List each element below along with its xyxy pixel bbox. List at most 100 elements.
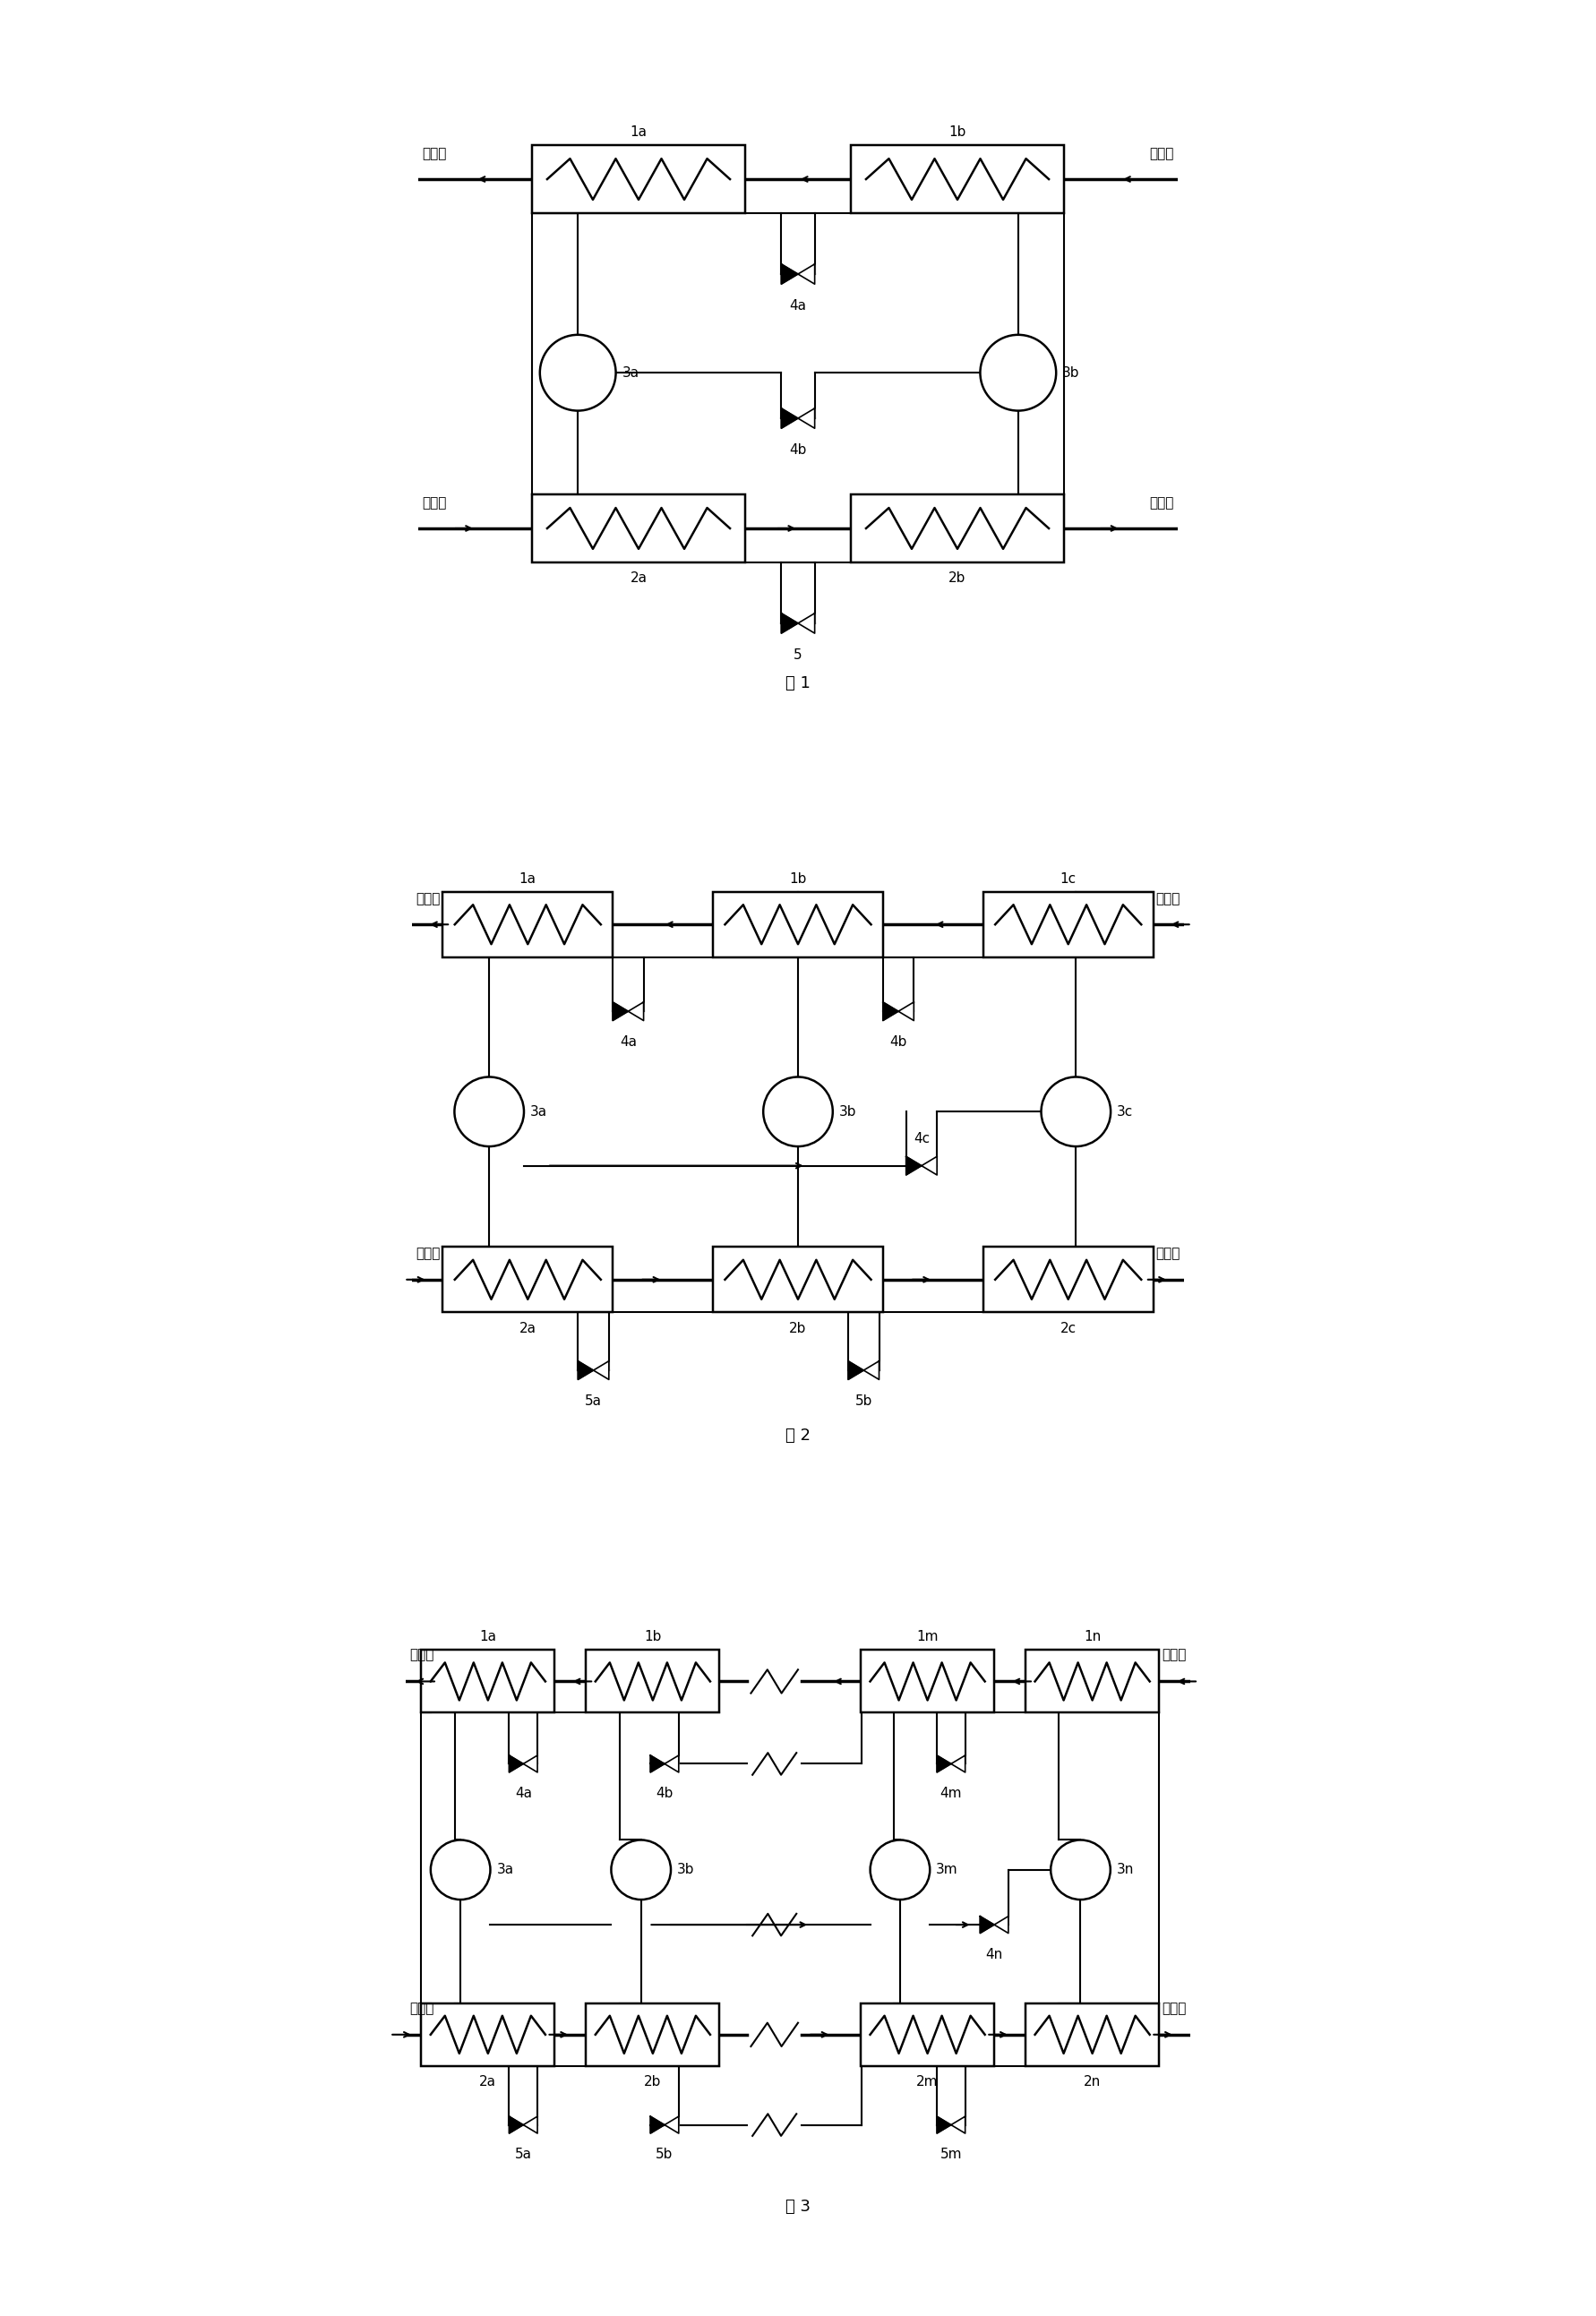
Circle shape (980, 336, 1057, 410)
Text: 2b: 2b (790, 1322, 806, 1334)
Bar (442, 1246, 613, 1313)
Bar (1026, 1649, 1159, 1714)
Text: 1b: 1b (948, 125, 966, 139)
Bar (860, 2003, 994, 2066)
Bar (442, 892, 613, 957)
Text: 4b: 4b (790, 442, 806, 456)
Polygon shape (980, 1915, 994, 1934)
Text: 1a: 1a (479, 1630, 496, 1644)
Polygon shape (523, 2117, 538, 2133)
Polygon shape (863, 1362, 879, 1380)
Text: 3b: 3b (677, 1862, 694, 1876)
Text: 冷水出: 冷水出 (1149, 496, 1173, 510)
Polygon shape (664, 2117, 678, 2133)
Bar (851, 493, 1063, 563)
Text: 2a: 2a (519, 1322, 536, 1334)
Polygon shape (782, 264, 798, 285)
Text: 5: 5 (793, 648, 803, 662)
Polygon shape (907, 1156, 921, 1174)
Text: 3b: 3b (839, 1105, 857, 1119)
Text: 5a: 5a (584, 1394, 602, 1408)
Text: 2m: 2m (916, 2075, 938, 2089)
Text: 4m: 4m (940, 1788, 962, 1800)
Bar (983, 892, 1154, 957)
Bar (713, 892, 883, 957)
Text: 4a: 4a (790, 299, 806, 313)
Polygon shape (899, 1003, 915, 1021)
Circle shape (1050, 1839, 1111, 1899)
Text: 2a: 2a (630, 572, 646, 586)
Text: 5a: 5a (516, 2147, 531, 2161)
Polygon shape (921, 1156, 937, 1174)
Text: 冷水入: 冷水入 (423, 496, 447, 510)
Text: 5b: 5b (656, 2147, 674, 2161)
Text: 3a: 3a (496, 1862, 514, 1876)
Circle shape (431, 1839, 490, 1899)
Text: 4a: 4a (516, 1788, 531, 1800)
Text: 冷水入: 冷水入 (410, 2001, 434, 2015)
Polygon shape (613, 1003, 629, 1021)
Text: 冷水入: 冷水入 (417, 1246, 440, 1260)
Text: 4a: 4a (619, 1035, 637, 1049)
Text: 1m: 1m (916, 1630, 938, 1644)
Polygon shape (847, 1362, 863, 1380)
Polygon shape (578, 1362, 594, 1380)
Text: 热水出: 热水出 (423, 146, 447, 160)
Bar (860, 1649, 994, 1714)
Text: 2b: 2b (645, 2075, 661, 2089)
Bar (713, 1246, 883, 1313)
Text: 图 3: 图 3 (785, 2198, 811, 2214)
Text: 2a: 2a (479, 2075, 496, 2089)
Polygon shape (798, 264, 814, 285)
Circle shape (455, 1077, 523, 1146)
Text: 1a: 1a (630, 125, 646, 139)
Text: 3m: 3m (937, 1862, 958, 1876)
Text: 热水入: 热水入 (1156, 892, 1179, 906)
Text: 热水入: 热水入 (1149, 146, 1173, 160)
Text: 3a: 3a (622, 366, 638, 380)
Bar (851, 146, 1063, 213)
Bar (586, 2003, 720, 2066)
Text: 图 2: 图 2 (785, 1427, 811, 1443)
Polygon shape (509, 1756, 523, 1772)
Bar (983, 1246, 1154, 1313)
Polygon shape (509, 2117, 523, 2133)
Circle shape (611, 1839, 670, 1899)
Polygon shape (664, 1756, 678, 1772)
Polygon shape (951, 2117, 966, 2133)
Circle shape (539, 336, 616, 410)
Bar (533, 493, 745, 563)
Polygon shape (782, 614, 798, 632)
Polygon shape (798, 408, 814, 428)
Text: 4n: 4n (986, 1948, 1002, 1962)
Text: 3n: 3n (1117, 1862, 1135, 1876)
Text: 3b: 3b (1063, 366, 1079, 380)
Text: 5m: 5m (940, 2147, 962, 2161)
Polygon shape (937, 2117, 951, 2133)
Polygon shape (951, 1756, 966, 1772)
Text: 4b: 4b (889, 1035, 907, 1049)
Polygon shape (594, 1362, 608, 1380)
Bar (421, 1649, 555, 1714)
Polygon shape (994, 1915, 1009, 1934)
Bar (586, 1649, 720, 1714)
Circle shape (763, 1077, 833, 1146)
Text: 1b: 1b (645, 1630, 661, 1644)
Polygon shape (782, 408, 798, 428)
Text: 1c: 1c (1060, 873, 1076, 885)
Polygon shape (651, 2117, 664, 2133)
Text: 3c: 3c (1117, 1105, 1133, 1119)
Text: 冷水出: 冷水出 (1156, 1246, 1179, 1260)
Text: 3a: 3a (530, 1105, 547, 1119)
Polygon shape (883, 1003, 899, 1021)
Text: 热水出: 热水出 (410, 1649, 434, 1663)
Polygon shape (523, 1756, 538, 1772)
Polygon shape (651, 1756, 664, 1772)
Text: 热水出: 热水出 (417, 892, 440, 906)
Bar (421, 2003, 555, 2066)
Circle shape (870, 1839, 930, 1899)
Polygon shape (629, 1003, 643, 1021)
Text: 热水入: 热水入 (1162, 1649, 1186, 1663)
Text: 2b: 2b (948, 572, 966, 586)
Text: 4b: 4b (656, 1788, 674, 1800)
